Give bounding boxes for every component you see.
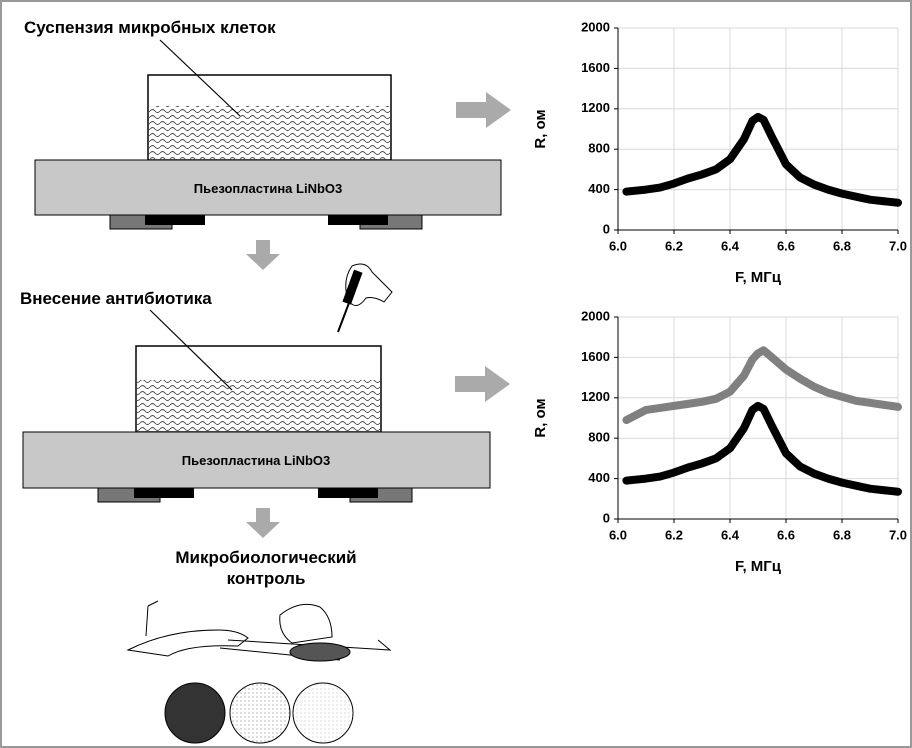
plate [34,159,502,216]
electrode [318,488,378,498]
magnifier [289,642,351,662]
x-tick-label: 6.2 [665,238,683,253]
petri-dish [293,683,353,743]
petri-dish [164,682,226,744]
arrow [246,508,280,538]
x-tick-label: 6.8 [833,238,851,253]
suspension [137,380,380,431]
y-tick-label: 1200 [581,389,610,404]
y-tick-label: 1200 [581,100,610,115]
electrode [328,215,388,225]
antibiotic-label: Внесение антибиотика [20,289,212,308]
y-tick-label: 800 [588,141,610,156]
pipette-bulb [342,269,363,305]
x-tick-label: 6.0 [609,527,627,542]
control-label: Микробиологический [175,548,356,567]
y-tick-label: 2000 [581,308,610,323]
y-tick-label: 2000 [581,19,610,34]
electrode [134,488,194,498]
y-tick-label: 400 [588,181,610,196]
y-tick-label: 400 [588,470,610,485]
x-tick-label: 7.0 [889,527,907,542]
y-tick-label: 0 [603,221,610,236]
x-tick-label: 6.0 [609,238,627,253]
arrow [456,92,511,128]
hand [279,603,333,644]
plate [22,431,491,489]
x-tick-label: 7.0 [889,238,907,253]
suspension-label: Суспензия микробных клеток [24,18,276,37]
control-label: контроль [227,569,306,588]
pointer [149,309,233,391]
y-axis-label: R, ом [532,109,549,148]
x-tick-label: 6.8 [833,527,851,542]
plate-label: Пьезопластина LiNbO3 [182,453,331,468]
plate-label: Пьезопластина LiNbO3 [194,181,343,196]
x-axis-label: F, МГц [735,558,782,575]
data-line [622,346,902,425]
pointer [159,39,241,117]
x-tick-label: 6.4 [721,238,740,253]
y-tick-label: 1600 [581,349,610,364]
x-tick-label: 6.6 [777,238,795,253]
arrow [455,366,510,402]
x-tick-label: 6.4 [721,527,740,542]
y-axis-label: R, ом [532,398,549,437]
y-tick-label: 0 [603,510,610,525]
suspension [149,106,390,159]
petri-dish [229,682,291,744]
charts: 0 400 800 1200 1600 2000 6.0 6.2 6.4 6.6 6.8 7.0 F, … [532,19,907,575]
y-tick-label: 800 [588,430,610,445]
x-tick-label: 6.2 [665,527,683,542]
cuff [145,600,159,637]
arrow [246,240,280,270]
electrode [145,215,205,225]
y-tick-label: 1600 [581,60,610,75]
data-line [622,401,902,496]
x-axis-label: F, МГц [735,269,782,286]
data-line [622,112,902,207]
x-tick-label: 6.6 [777,527,795,542]
hand [126,629,249,657]
